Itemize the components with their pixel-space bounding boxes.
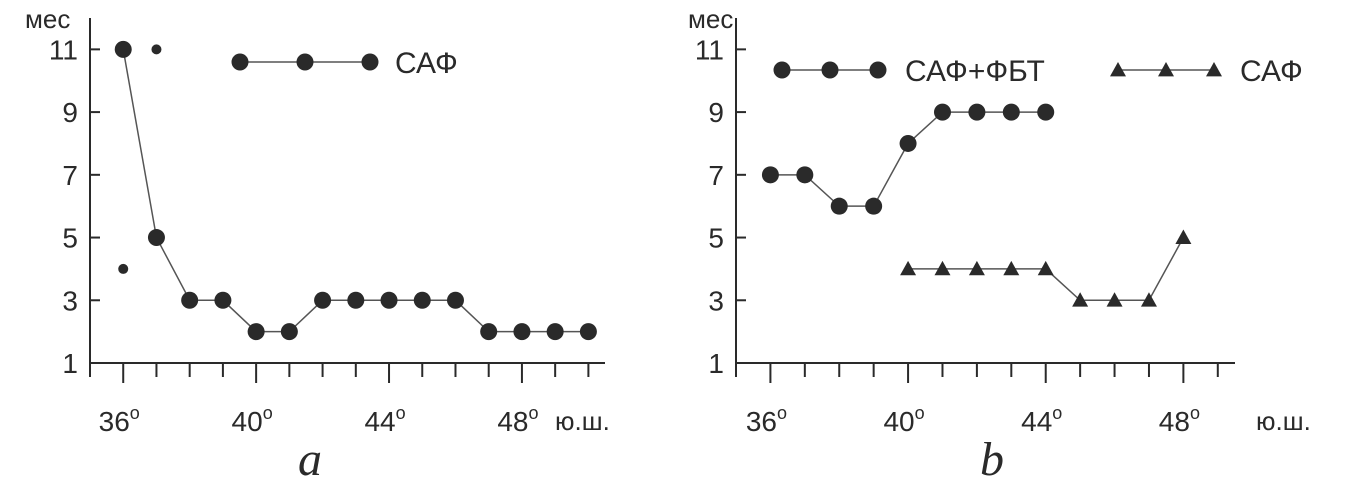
legend-marker xyxy=(821,61,839,79)
x-axis-unit: ю.ш. xyxy=(1256,406,1311,436)
data-point xyxy=(900,260,917,276)
data-point xyxy=(830,197,848,215)
data-point xyxy=(968,103,986,121)
panel-label: a xyxy=(298,433,322,486)
chart-panel-a: 1 3 5 7 9 11 36o 40o 44o 48o мес ю.ш. a САФ xyxy=(25,4,610,486)
x-tick-label: 40o xyxy=(883,403,924,437)
legend-marker xyxy=(296,53,314,71)
data-point xyxy=(1140,292,1157,307)
y-tick-label: 11 xyxy=(49,34,78,65)
panel-label: b xyxy=(980,433,1004,486)
x-axis-unit: ю.ш. xyxy=(555,406,610,436)
series-САФ xyxy=(114,40,597,341)
legend-marker xyxy=(1158,62,1174,77)
y-tick-label: 7 xyxy=(62,160,78,191)
legend-marker xyxy=(231,53,249,71)
x-tick-label: 36o xyxy=(99,403,140,437)
y-tick-label: 11 xyxy=(695,34,724,65)
data-point xyxy=(181,291,199,309)
legend-marker xyxy=(1206,62,1222,77)
x-tick-label: 40o xyxy=(232,403,273,437)
data-point xyxy=(761,166,779,184)
legend-marker xyxy=(361,53,379,71)
legend-entry: САФ xyxy=(1110,55,1303,88)
legend-entry: САФ+ФБТ xyxy=(773,55,1045,88)
series-САФ xyxy=(900,229,1192,307)
y-axis-label: мес xyxy=(25,4,70,34)
data-point xyxy=(446,291,464,309)
y-tick-label: 9 xyxy=(62,97,78,128)
data-point xyxy=(1037,260,1054,276)
y-tick-label: 1 xyxy=(62,348,78,379)
y-axis-label: мес xyxy=(688,4,733,34)
y-tick-label: 3 xyxy=(62,285,78,316)
legend-marker xyxy=(773,61,791,79)
data-point xyxy=(546,323,564,341)
y-tick-label: 1 xyxy=(708,348,724,379)
data-point xyxy=(380,291,398,309)
data-point xyxy=(1002,103,1020,121)
x-tick-label: 44o xyxy=(1021,403,1062,437)
x-tick-label: 36o xyxy=(746,403,787,437)
y-tick-label: 3 xyxy=(708,285,724,316)
data-point xyxy=(796,166,814,184)
y-tick-label: 5 xyxy=(708,223,724,254)
data-point xyxy=(347,291,365,309)
x-tick-label: 48o xyxy=(1159,403,1200,437)
y-tick-label: 7 xyxy=(708,160,724,191)
series-line xyxy=(122,49,589,333)
x-tick-label: 48o xyxy=(497,403,538,437)
x-tick-label: 44o xyxy=(364,403,405,437)
data-point xyxy=(934,260,951,276)
series-САФ+ФБТ xyxy=(761,103,1055,215)
data-point xyxy=(114,40,132,58)
data-point xyxy=(1003,260,1020,276)
legend-label: САФ+ФБТ xyxy=(905,55,1045,88)
data-point xyxy=(865,197,883,215)
legend-marker xyxy=(869,61,887,79)
y-tick-label: 9 xyxy=(708,97,724,128)
data-point xyxy=(579,323,597,341)
y-tick-label: 5 xyxy=(62,223,78,254)
data-point xyxy=(118,263,129,274)
data-point xyxy=(151,44,162,55)
data-point xyxy=(1175,229,1192,244)
chart-panel-b: 1 3 5 7 9 11 36o 40o 44o 48o мес ю.ш. b САФ+ФБТ САФ xyxy=(688,4,1311,486)
data-point xyxy=(147,229,165,247)
data-point xyxy=(413,291,431,309)
data-point xyxy=(1072,292,1089,307)
data-point xyxy=(280,323,298,341)
data-point xyxy=(968,260,985,276)
data-point xyxy=(480,323,498,341)
data-point xyxy=(1106,292,1123,307)
data-point xyxy=(1037,103,1055,121)
legend-label: САФ xyxy=(1240,55,1303,88)
data-point xyxy=(247,323,265,341)
series-line xyxy=(770,111,1046,207)
legend-marker xyxy=(1110,62,1126,77)
data-point xyxy=(214,291,232,309)
data-point xyxy=(314,291,332,309)
legend-label: САФ xyxy=(395,47,458,80)
data-point xyxy=(933,103,951,121)
data-point xyxy=(513,323,531,341)
data-point xyxy=(899,134,917,152)
legend-entry: САФ xyxy=(231,47,458,80)
series-unnamed-1 xyxy=(118,44,162,274)
